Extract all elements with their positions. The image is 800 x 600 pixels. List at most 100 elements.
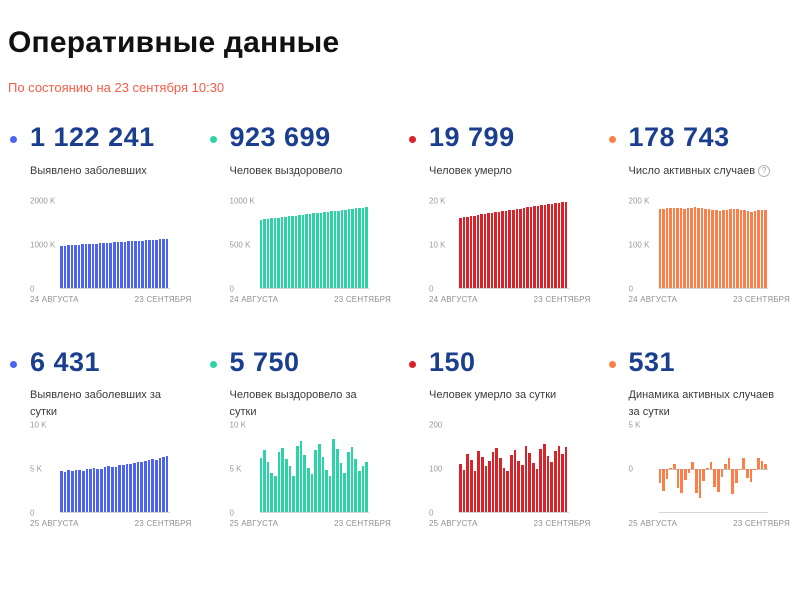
bar <box>361 466 365 513</box>
bar <box>658 468 662 484</box>
bar <box>517 460 521 513</box>
bar <box>361 207 365 288</box>
x-start-label: 25 АВГУСТА <box>628 519 678 529</box>
help-icon[interactable]: ? <box>758 164 771 177</box>
bar <box>476 214 480 288</box>
bar <box>354 459 358 513</box>
bar <box>501 211 504 288</box>
stat-value: 6 431 <box>30 346 101 377</box>
bar <box>669 467 673 469</box>
x-end-label: 23 СЕНТЯБРЯ <box>533 294 591 304</box>
y-tick-label: 2000 K <box>30 196 56 206</box>
bar <box>480 214 483 288</box>
x-start-label: 25 АВГУСТА <box>30 519 79 529</box>
stat-value: 150 <box>429 346 476 377</box>
bar <box>488 461 491 513</box>
bar <box>735 468 738 483</box>
bar <box>336 449 339 513</box>
bar <box>727 457 731 469</box>
plot-area <box>259 201 369 289</box>
y-tick-label: 100 K <box>628 240 650 250</box>
bar <box>497 211 501 288</box>
bar <box>340 210 344 288</box>
mini-bar-chart: 200 K 100 K 0 <box>628 196 791 293</box>
bar <box>323 212 326 288</box>
bar <box>739 209 743 288</box>
x-end-label: 23 СЕНТЯБРЯ <box>733 519 790 529</box>
bar <box>466 216 469 288</box>
bar <box>63 471 67 513</box>
bar <box>702 468 705 482</box>
bar <box>129 463 132 513</box>
bar <box>158 458 162 513</box>
bar <box>753 468 757 471</box>
stat-bullet <box>209 136 217 143</box>
stat-label: Выявлено заболевших <box>30 164 147 177</box>
y-axis: 1000 K 500 K 0 <box>230 196 260 293</box>
x-end-label: 23 СЕНТЯБРЯ <box>134 519 192 529</box>
y-axis: 20 K 10 K 0 <box>429 196 459 293</box>
bar <box>116 242 120 288</box>
bar <box>521 465 524 513</box>
y-tick-label: 100 <box>429 464 443 474</box>
bar <box>547 204 550 288</box>
bar <box>732 208 736 288</box>
stat-value: 19 799 <box>429 122 515 152</box>
bar <box>749 468 753 482</box>
bar <box>676 468 680 488</box>
stat-bullet <box>10 136 17 143</box>
x-axis: 24 АВГУСТА 23 СЕНТЯБРЯ <box>429 295 591 304</box>
x-start-label: 25 АВГУСТА <box>429 519 478 529</box>
dashboard: Оперативные данные По состоянию на 23 се… <box>8 26 791 529</box>
bar <box>480 456 484 513</box>
bar <box>564 447 568 513</box>
bar <box>332 439 336 513</box>
bar <box>308 213 312 288</box>
y-tick-label: 1000 K <box>229 196 255 206</box>
mini-bar-chart: 1000 K 500 K 0 <box>230 196 392 293</box>
bar <box>694 468 698 494</box>
bar <box>553 451 557 513</box>
bar <box>539 448 542 513</box>
x-end-label: 23 СЕНТЯБРЯ <box>733 294 790 304</box>
bar <box>137 240 141 288</box>
bar <box>720 468 724 478</box>
bar <box>543 204 547 288</box>
bar <box>326 211 330 288</box>
x-end-label: 23 СЕНТЯБРЯ <box>334 519 391 529</box>
x-axis: 24 АВГУСТА 23 СЕНТЯБРЯ <box>30 295 192 304</box>
bar <box>757 210 760 288</box>
y-tick-label: 0 <box>229 508 234 518</box>
bar <box>698 468 702 499</box>
bar <box>132 463 136 513</box>
bar <box>144 240 148 288</box>
bar <box>529 206 533 288</box>
page-title: Оперативные данные <box>8 26 340 59</box>
bar <box>709 462 713 469</box>
plot-area <box>259 425 369 514</box>
bar <box>764 464 767 469</box>
bar <box>127 241 130 288</box>
bar <box>729 209 732 288</box>
bar <box>287 216 291 288</box>
bar <box>63 245 67 288</box>
bar <box>557 202 561 288</box>
bar <box>325 470 328 513</box>
bar <box>546 456 550 513</box>
card-confirmed-total: 1 122 241 Выявлено заболевших 2000 K 1000… <box>8 122 192 304</box>
bar <box>662 208 665 288</box>
bar <box>713 468 716 488</box>
stat-value: 5 750 <box>229 346 300 377</box>
bar <box>524 446 528 513</box>
bar <box>70 245 74 288</box>
y-axis: 10 K 5 K 0 <box>230 421 260 518</box>
y-tick-label: 5 K <box>628 420 641 430</box>
stat-value: 178 743 <box>628 122 730 152</box>
bar <box>550 203 554 288</box>
bar <box>704 208 707 288</box>
bar <box>140 461 143 513</box>
bar <box>305 214 308 288</box>
bar <box>88 243 91 288</box>
bar <box>365 462 368 513</box>
bar <box>557 445 561 513</box>
